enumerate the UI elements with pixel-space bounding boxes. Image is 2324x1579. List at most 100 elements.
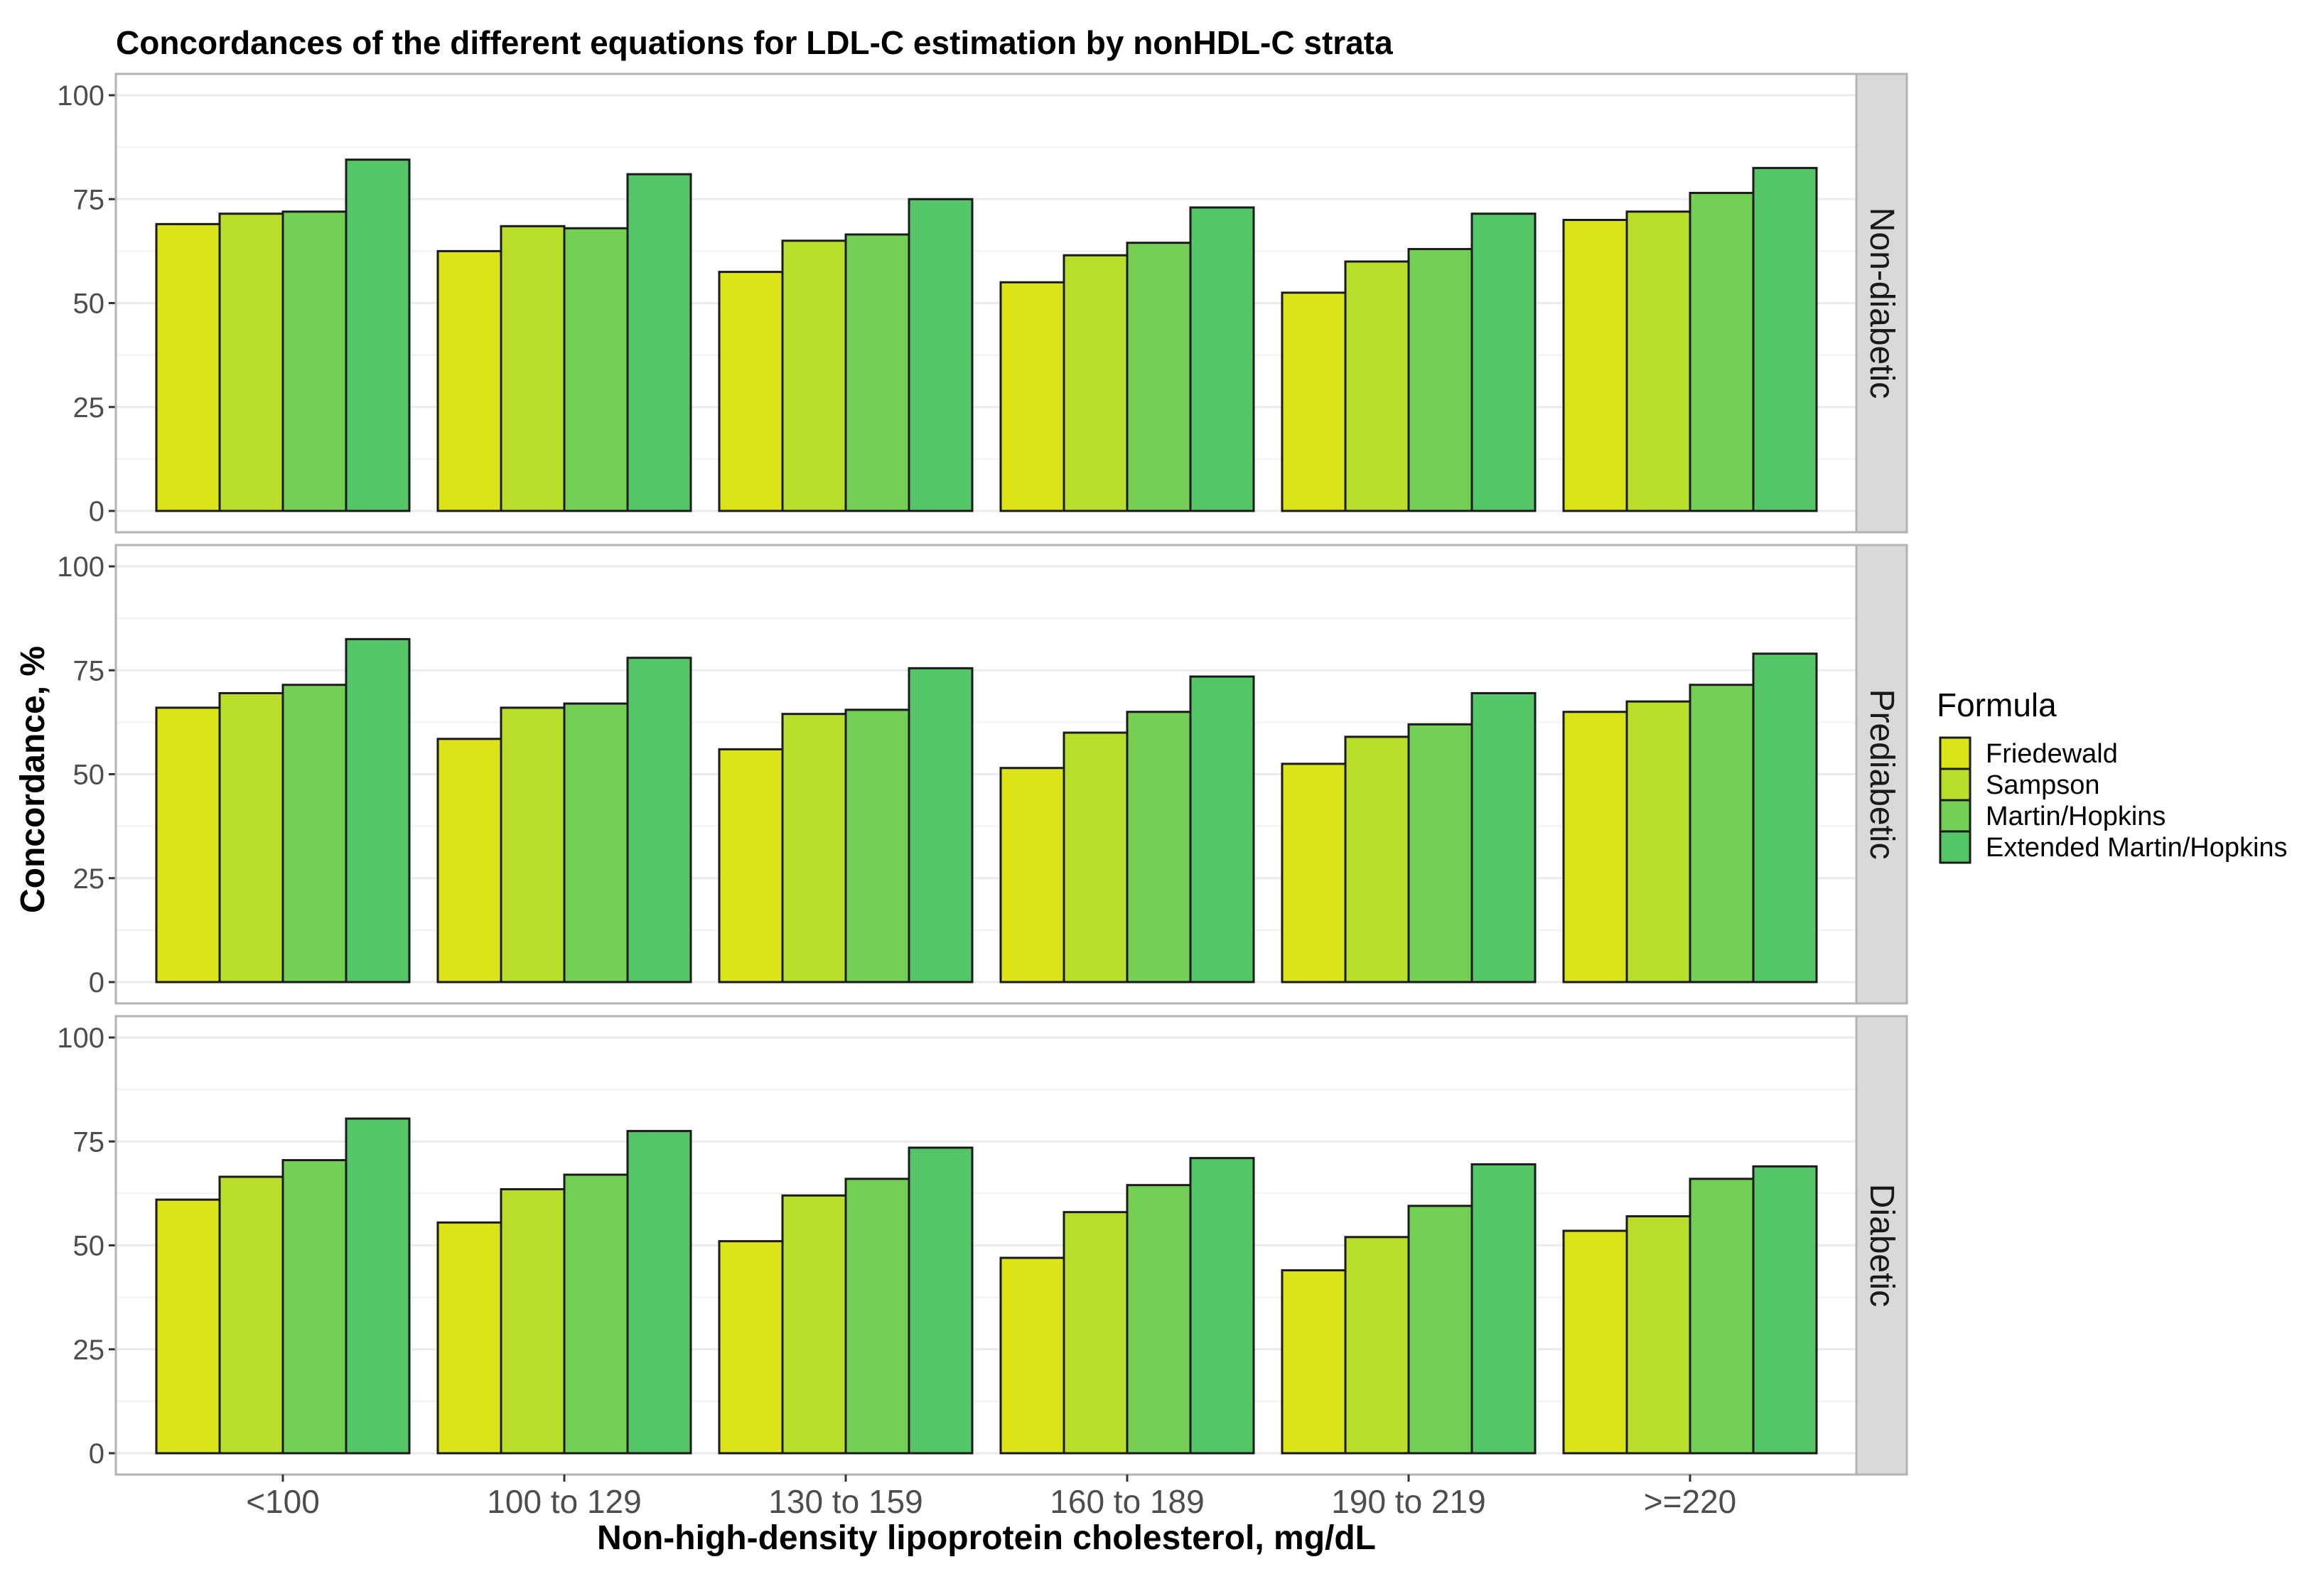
- y-tick-label: 50: [73, 1231, 105, 1262]
- bar-friedewald-2: [436, 249, 502, 512]
- y-tick-label: 75: [73, 184, 105, 215]
- facet-strip: [1855, 1015, 1908, 1476]
- bar-extended-martin-hopkins-4: [1189, 1157, 1255, 1455]
- bar-friedewald-2: [436, 1221, 502, 1455]
- bar-extended-martin-hopkins-5: [1470, 1163, 1537, 1455]
- bar-friedewald-4: [999, 1256, 1065, 1455]
- y-tick-label: 100: [57, 551, 104, 583]
- bar-extended-martin-hopkins-3: [908, 667, 974, 983]
- y-tick-label: 25: [73, 863, 105, 895]
- x-tick-label: 130 to 159: [768, 1483, 922, 1520]
- legend-key-extended-martin-hopkins: [1939, 830, 1971, 864]
- bar-martin-hopkins-1: [281, 684, 348, 983]
- bar-martin-hopkins-4: [1126, 242, 1192, 512]
- bar-friedewald-6: [1562, 711, 1628, 983]
- bar-extended-martin-hopkins-6: [1752, 1165, 1818, 1455]
- x-tick-label: 190 to 219: [1331, 1483, 1485, 1520]
- bar-extended-martin-hopkins-6: [1752, 166, 1818, 512]
- bar-extended-martin-hopkins-6: [1752, 652, 1818, 983]
- facet-strip-label: Diabetic: [1863, 1184, 1900, 1307]
- x-tick-label: <100: [246, 1483, 320, 1520]
- bar-sampson-2: [500, 706, 566, 983]
- y-tick-label: 75: [73, 655, 105, 686]
- facet-strip-label: Prediabetic: [1863, 689, 1900, 859]
- bar-sampson-3: [781, 239, 847, 512]
- bar-friedewald-1: [155, 222, 221, 512]
- bar-friedewald-6: [1562, 219, 1628, 512]
- bar-martin-hopkins-4: [1126, 1184, 1192, 1455]
- bar-friedewald-5: [1281, 291, 1347, 512]
- bar-martin-hopkins-5: [1407, 1205, 1473, 1455]
- bar-sampson-6: [1625, 700, 1691, 983]
- bar-martin-hopkins-5: [1407, 723, 1473, 983]
- legend-label: Extended Martin/Hopkins: [1986, 833, 2288, 863]
- y-tick-label: 100: [57, 80, 104, 112]
- bar-sampson-3: [781, 713, 847, 983]
- x-axis-title: Non-high-density lipoprotein cholesterol…: [597, 1519, 1376, 1557]
- bar-sampson-4: [1063, 254, 1129, 512]
- bar-extended-martin-hopkins-4: [1189, 675, 1255, 983]
- legend-label: Friedewald: [1986, 739, 2118, 769]
- bar-extended-martin-hopkins-4: [1189, 206, 1255, 512]
- bar-extended-martin-hopkins-3: [908, 198, 974, 512]
- bar-martin-hopkins-4: [1126, 711, 1192, 983]
- facet-strip-label: Non-diabetic: [1863, 208, 1900, 399]
- bar-sampson-2: [500, 1188, 566, 1455]
- legend: Formula FriedewaldSampsonMartin/HopkinsE…: [1937, 686, 2288, 864]
- bar-friedewald-4: [999, 767, 1065, 983]
- x-tick-label: >=220: [1644, 1483, 1736, 1520]
- bar-friedewald-4: [999, 281, 1065, 512]
- legend-title: Formula: [1937, 686, 2057, 723]
- bar-extended-martin-hopkins-5: [1470, 691, 1537, 983]
- bar-sampson-4: [1063, 1211, 1129, 1455]
- bar-sampson-5: [1344, 735, 1410, 983]
- bar-martin-hopkins-6: [1689, 1177, 1755, 1455]
- bar-sampson-1: [218, 1175, 284, 1455]
- bar-sampson-5: [1344, 260, 1410, 512]
- bar-extended-martin-hopkins-2: [626, 657, 692, 983]
- y-axis-title: Concordance, %: [14, 646, 52, 913]
- bar-friedewald-3: [718, 1240, 784, 1455]
- bar-friedewald-2: [436, 738, 502, 983]
- facet-strip: [1855, 544, 1908, 1005]
- y-tick-label: 75: [73, 1126, 105, 1158]
- bar-martin-hopkins-3: [844, 233, 910, 512]
- bar-extended-martin-hopkins-3: [908, 1146, 974, 1455]
- bar-sampson-4: [1063, 731, 1129, 983]
- bar-martin-hopkins-6: [1689, 191, 1755, 512]
- y-tick-label: 50: [73, 760, 105, 791]
- bar-extended-martin-hopkins-1: [345, 637, 411, 983]
- bar-sampson-1: [218, 691, 284, 983]
- panel-3: 0 25 50 75 100 Diabetic: [57, 1015, 1908, 1476]
- y-tick-label: 25: [73, 1335, 105, 1366]
- bar-friedewald-1: [155, 1198, 221, 1455]
- y-tick-label: 0: [89, 967, 104, 998]
- bar-sampson-5: [1344, 1236, 1410, 1455]
- legend-key-sampson: [1939, 767, 1971, 802]
- chart-title: Concordances of the different equations …: [116, 24, 1393, 61]
- bar-sampson-6: [1625, 1215, 1691, 1455]
- bar-extended-martin-hopkins-2: [626, 1130, 692, 1455]
- y-tick-label: 0: [89, 496, 104, 527]
- facet-strip: [1855, 72, 1908, 534]
- bar-martin-hopkins-3: [844, 1177, 910, 1455]
- y-tick-label: 50: [73, 289, 105, 320]
- bar-martin-hopkins-1: [281, 1159, 348, 1455]
- panels: 0 25 50 75 100 Non-diabetic 0 25 50 75 100 Prediabe…: [57, 72, 1908, 1476]
- panel-1: 0 25 50 75 100 Non-diabetic: [57, 72, 1908, 534]
- bar-friedewald-5: [1281, 1269, 1347, 1455]
- bar-sampson-1: [218, 212, 284, 512]
- bar-sampson-6: [1625, 210, 1691, 512]
- bar-extended-martin-hopkins-5: [1470, 212, 1537, 512]
- bar-martin-hopkins-3: [844, 708, 910, 983]
- bar-extended-martin-hopkins-1: [345, 158, 411, 512]
- x-tick-label: 160 to 189: [1050, 1483, 1204, 1520]
- bar-sampson-2: [500, 225, 566, 512]
- x-axis: <100 100 to 129 130 to 159 160 to 189 190 to…: [246, 1475, 1736, 1520]
- bar-friedewald-1: [155, 706, 221, 983]
- bar-friedewald-5: [1281, 762, 1347, 983]
- bar-martin-hopkins-2: [563, 1173, 629, 1455]
- legend-label: Sampson: [1986, 770, 2100, 800]
- y-tick-label: 25: [73, 392, 105, 424]
